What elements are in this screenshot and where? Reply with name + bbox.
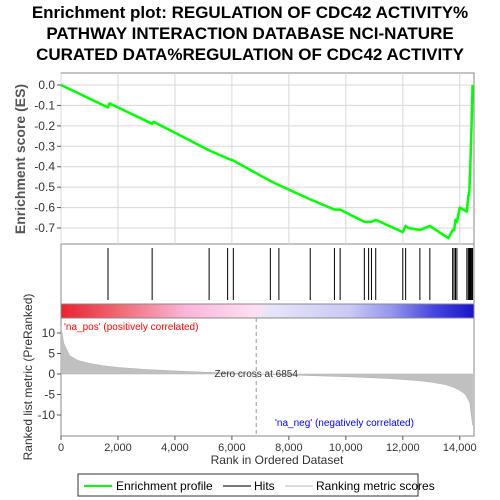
es-y-label: Enrichment score (ES): [12, 84, 28, 234]
x-ticks: 0 2,000 4,000 6,000 8,000 10,000 12,000 14,000: [58, 436, 477, 454]
zero-cross-label: Zero cross at 6854: [215, 369, 299, 380]
es-y-tick-label: -0.5: [34, 180, 55, 194]
metric-area-layer: [60, 326, 473, 426]
neg-annotation: 'na_neg' (negatively correlated): [275, 418, 414, 429]
x-tick-label: 12,000: [386, 442, 420, 454]
title-line-2: PATHWAY INTERACTION DATABASE NCI-NATURE: [46, 24, 454, 43]
x-tick-label: 14,000: [443, 442, 477, 454]
chart-title: Enrichment plot: REGULATION OF CDC42 ACT…: [0, 2, 500, 65]
title-line-1: Enrichment plot: REGULATION OF CDC42 ACT…: [31, 3, 469, 22]
legend-hits-label: Hits: [254, 479, 275, 493]
es-y-tick-label: -0.4: [34, 160, 55, 174]
es-panel-frame: [60, 72, 475, 245]
ranking-metric-area: [60, 326, 473, 426]
x-tick-label: 2,000: [104, 442, 132, 454]
legend-enrichment-label: Enrichment profile: [116, 479, 213, 493]
x-tick-label: 8,000: [275, 442, 303, 454]
x-tick-label: 4,000: [161, 442, 189, 454]
x-tick-label: 0: [58, 442, 64, 454]
es-y-tick-label: -0.1: [34, 98, 55, 112]
legend-metric-label: Ranking metric scores: [316, 479, 435, 493]
pos-annotation: 'na_pos' (positively correlated): [64, 322, 198, 333]
es-y-tick-label: -0.3: [34, 139, 55, 153]
metric-y-ticks: 10 5 0 -5 -10: [38, 326, 61, 422]
metric-y-tick-label: 0: [48, 367, 55, 381]
es-y-tick-label: -0.2: [34, 119, 55, 133]
x-axis-label: Rank in Ordered Dataset: [211, 453, 344, 467]
metric-y-tick-label: -5: [44, 388, 55, 402]
enrichment-profile-line: [60, 83, 474, 240]
rank-colorbar: [60, 303, 475, 319]
metric-y-tick-label: -10: [38, 408, 56, 422]
es-y-tick-label: -0.7: [34, 221, 55, 235]
metric-y-tick-label: 5: [48, 347, 55, 361]
es-grid: [60, 73, 474, 244]
es-line-layer: [60, 83, 474, 240]
es-y-tick-label: -0.6: [34, 201, 55, 215]
metric-y-tick-label: 10: [42, 326, 56, 340]
hit-lines: [107, 248, 474, 300]
title-line-3: CURATED DATA%REGULATION OF CDC42 ACTIVIT…: [36, 45, 464, 64]
metric-y-label: Ranked list metric (PreRanked): [21, 294, 35, 461]
x-tick-label: 10,000: [329, 442, 363, 454]
hits-panel-frame: [60, 243, 475, 305]
x-tick-label: 6,000: [218, 442, 246, 454]
es-y-ticks: 0.0 -0.1 -0.2 -0.3 -0.4 -0.5 -0.6 -0.7: [34, 78, 61, 235]
es-y-tick-label: 0.0: [38, 78, 55, 92]
